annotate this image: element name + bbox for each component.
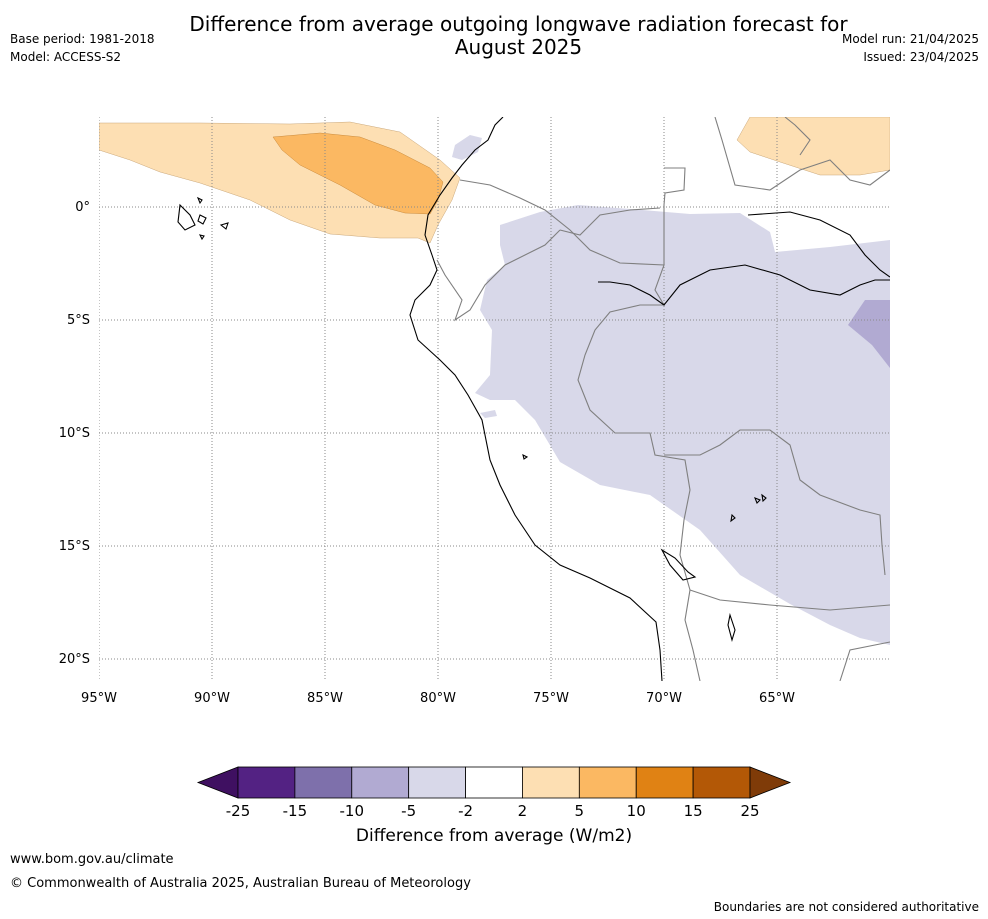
title-line-2: August 2025 — [454, 35, 583, 59]
colorbar-bin — [692, 766, 751, 799]
latitude-labels: 0° 5°S 10°S 15°S 20°S — [59, 200, 90, 667]
colorbar-bin — [408, 766, 466, 799]
colorbar-bin — [294, 766, 353, 799]
colorbar-tick-label: -15 — [283, 802, 308, 820]
latitude-label: 5°S — [67, 313, 90, 328]
colorbar: -25 -15 -10 -5 -2 2 5 10 15 25 — [196, 766, 792, 820]
latitude-label: 20°S — [59, 652, 90, 667]
colorbar-tick-label: 10 — [627, 802, 646, 820]
longitude-label: 65°W — [759, 691, 795, 706]
colorbar-tick-label: -25 — [226, 802, 251, 820]
longitude-label: 85°W — [307, 691, 343, 706]
longitude-label: 90°W — [194, 691, 230, 706]
anomaly-neg-2-5-main — [475, 205, 890, 645]
anomaly-neg-2-5-islet — [480, 410, 497, 418]
anomaly-pos-2-5-northeast — [736, 117, 890, 176]
country-borders — [436, 117, 890, 681]
colorbar-tick-label: 15 — [684, 802, 703, 820]
colorbar-bin — [522, 766, 580, 799]
colorbar-extend-high — [749, 766, 792, 799]
longitude-label: 95°W — [81, 691, 117, 706]
colorbar-title: Difference from average (W/m2) — [355, 826, 633, 846]
footer-url: www.bom.gov.au/climate — [10, 852, 174, 867]
meta-right: Model run: 21/04/2025 Issued: 23/04/2025 — [842, 32, 979, 68]
colorbar-tick-label: 2 — [518, 802, 528, 820]
model-label: Model: ACCESS-S2 — [10, 50, 122, 64]
latitude-label: 0° — [75, 200, 90, 215]
colorbar-tick-label: -2 — [458, 802, 473, 820]
colorbar-bin — [465, 766, 523, 799]
colorbar-bin — [635, 766, 694, 799]
colorbar-tick-label: 5 — [575, 802, 585, 820]
meta-left: Base period: 1981-2018 Model: ACCESS-S2 — [10, 32, 155, 68]
longitude-label: 80°W — [420, 691, 456, 706]
colorbar-tick-label: -5 — [401, 802, 416, 820]
colorbar-bin — [237, 766, 296, 799]
chart-title: Difference from average outgoing longwav… — [160, 13, 877, 59]
anomaly-neg-5-10-east — [848, 300, 890, 368]
anomaly-neg-2-5-north-islet — [452, 135, 482, 160]
coastline — [177, 117, 890, 681]
longitude-label: 70°W — [646, 691, 682, 706]
footer-disclaimer: Boundaries are not considered authoritat… — [713, 900, 979, 914]
footer-copyright: © Commonwealth of Australia 2025, Austra… — [10, 876, 471, 891]
model-run-label: Model run: 21/04/2025 — [841, 32, 979, 46]
longitude-labels: 95°W 90°W 85°W 80°W 75°W 70°W 65°W — [81, 691, 795, 706]
title-line-1: Difference from average outgoing longwav… — [189, 12, 848, 36]
issued-label: Issued: 23/04/2025 — [863, 50, 979, 64]
colorbar-bin — [578, 766, 637, 799]
anomaly-pos-5-10-north — [272, 132, 444, 215]
colorbar-bin — [351, 766, 410, 799]
latitude-label: 15°S — [59, 539, 90, 554]
longitude-label: 75°W — [533, 691, 569, 706]
base-period-label: Base period: 1981-2018 — [10, 32, 155, 46]
latitude-label: 10°S — [59, 426, 90, 441]
colorbar-tick-label: 25 — [740, 802, 759, 820]
map-area — [99, 117, 890, 681]
colorbar-extend-low — [196, 766, 239, 799]
colorbar-tick-label: -10 — [340, 802, 365, 820]
